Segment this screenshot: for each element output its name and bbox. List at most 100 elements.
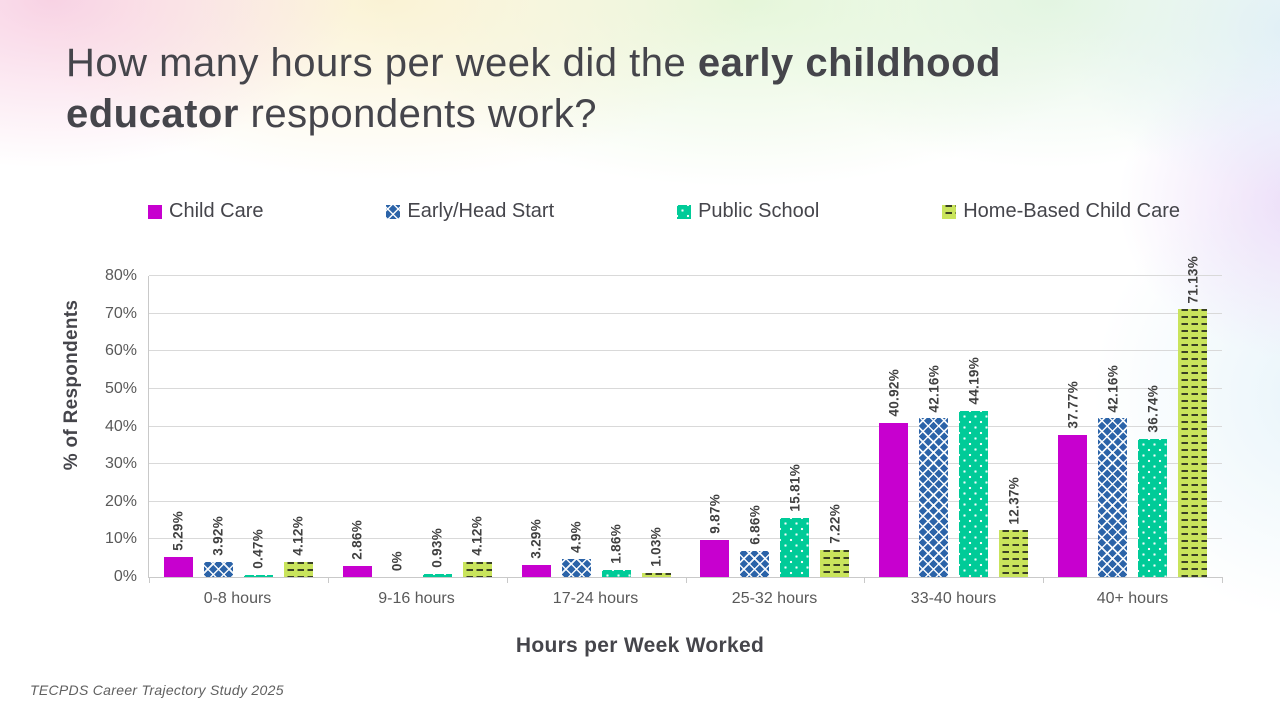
bar-slot: 1.86% (601, 524, 631, 577)
gridline (149, 312, 1222, 314)
bar (1058, 434, 1088, 577)
bar-group: 3.29% 4.9% 1.86% 1.03% (507, 276, 686, 577)
bar-slot: 6.86% (740, 505, 770, 577)
bar-group: 5.29% 3.92% 0.47% 4.12% (149, 276, 328, 577)
legend-label: Public School (698, 200, 820, 222)
bar-data-label: 71.13% (1185, 255, 1201, 304)
y-tick-label: 50% (104, 379, 137, 397)
bar-data-label: 4.9% (568, 520, 584, 553)
gridline (149, 387, 1222, 389)
bar-slot: 4.9% (561, 521, 591, 577)
bar-data-label: 42.16% (926, 364, 942, 413)
gridline (149, 500, 1222, 502)
bar-slot: 12.37% (999, 477, 1029, 577)
bar-data-label: 42.16% (1105, 364, 1121, 413)
bar-data-label: 36.74% (1145, 385, 1161, 433)
bar-data-label: 1.03% (648, 527, 664, 568)
x-axis-tick (1043, 577, 1045, 583)
plot-area: 5.29% 3.92% 0.47% 4.12% 2.86% 0% 0.93% 4.12% 3.2… (105, 256, 1223, 585)
bar-slot: 4.12% (283, 516, 313, 577)
bar-data-label: 12.37% (1006, 476, 1022, 525)
bar-data-label: 6.86% (747, 505, 763, 546)
y-tick-label: 80% (104, 267, 137, 284)
bar-data-label: 5.29% (170, 511, 186, 552)
bar-group: 2.86% 0% 0.93% 4.12% (328, 276, 507, 577)
bar-slot: 0.93% (422, 528, 452, 577)
bar-data-label: 3.29% (528, 518, 544, 559)
y-tick-label: 20% (104, 492, 137, 510)
bar (999, 530, 1029, 577)
y-tick-label: 10% (104, 530, 137, 548)
bar (342, 566, 372, 577)
bar-slot: 0.47% (243, 529, 273, 577)
bar-slot: 5.29% (163, 511, 193, 577)
legend-label: Early/Head Start (407, 200, 555, 222)
title-prefix: How many hours per week did the (66, 41, 698, 85)
bar-slot: 3.29% (521, 519, 551, 577)
bar-slot: 2.86% (342, 520, 372, 577)
bar (203, 562, 233, 577)
bar-slot: 36.74% (1138, 385, 1168, 577)
bar-data-label: 3.92% (210, 516, 226, 557)
bar-slot: 40.92% (879, 369, 909, 577)
bar (243, 575, 273, 577)
bar-groups: 5.29% 3.92% 0.47% 4.12% 2.86% 0% 0.93% 4.12% 3.2… (149, 256, 1222, 577)
bar-slot: 4.12% (462, 516, 492, 577)
x-category-labels: 0-8 hours 9-16 hours 17-24 hours 25-32 hour… (148, 590, 1222, 608)
bar-group: 9.87% 6.86% 15.81% 7.22% (685, 276, 864, 577)
bar (521, 564, 551, 577)
bar (1178, 309, 1208, 577)
bar (561, 558, 591, 577)
x-axis-tick (506, 577, 508, 583)
bar (879, 423, 909, 577)
gridline (149, 275, 1222, 276)
bar-slot: 71.13% (1178, 256, 1208, 577)
bar (641, 573, 671, 577)
bar-data-label: 44.19% (966, 357, 982, 405)
bar-data-label: 40.92% (886, 369, 902, 418)
x-axis-tick (1222, 577, 1223, 583)
y-tick-label: 70% (104, 304, 137, 322)
bar (422, 573, 452, 577)
bar-slot: 7.22% (820, 504, 850, 577)
bar (1098, 418, 1128, 577)
x-category-label: 40+ hours (1096, 590, 1169, 607)
bar (700, 539, 730, 577)
x-axis-tick (864, 577, 866, 583)
y-tick-label: 0% (113, 568, 137, 585)
bar (959, 410, 989, 577)
bar-slot: 44.19% (959, 357, 989, 577)
x-category-label: 9-16 hours (378, 590, 455, 607)
bar (740, 551, 770, 577)
bar-data-label: 0.47% (250, 529, 266, 570)
bar-group: 37.77% 42.16% 36.74% 71.13% (1043, 256, 1222, 577)
legend-swatch-icon (148, 204, 162, 219)
bar-slot: 42.16% (1098, 365, 1128, 577)
gridline (149, 425, 1222, 427)
slide-title: How many hours per week did the early ch… (66, 38, 1146, 140)
bar (283, 561, 313, 577)
x-axis-tick (685, 577, 687, 583)
bar (820, 549, 850, 577)
bar (163, 557, 193, 577)
bar-data-label: 2.86% (349, 520, 365, 561)
x-category-label: 33-40 hours (910, 590, 997, 607)
x-axis-tick (149, 577, 150, 583)
bar-slot: 42.16% (919, 365, 949, 577)
bar-data-label: 1.86% (608, 524, 624, 565)
y-tick-label: 40% (104, 417, 137, 435)
bar-data-label: 4.12% (469, 515, 485, 556)
bar-data-label: 15.81% (787, 463, 803, 512)
y-axis-title: % of Respondents (61, 299, 82, 471)
bar-slot: 1.03% (641, 527, 671, 577)
y-tick-label: 60% (104, 342, 137, 360)
x-axis-title: Hours per Week Worked (515, 634, 765, 657)
legend-swatch-icon (942, 204, 957, 219)
chart-legend: Child Care Early/Head Start Public School H… (148, 200, 1180, 223)
legend-swatch-icon (677, 204, 692, 219)
bar-data-label: 7.22% (827, 504, 843, 544)
bar (601, 570, 631, 577)
bar-data-label: 0.93% (429, 527, 445, 568)
legend-swatch-icon (386, 204, 401, 219)
